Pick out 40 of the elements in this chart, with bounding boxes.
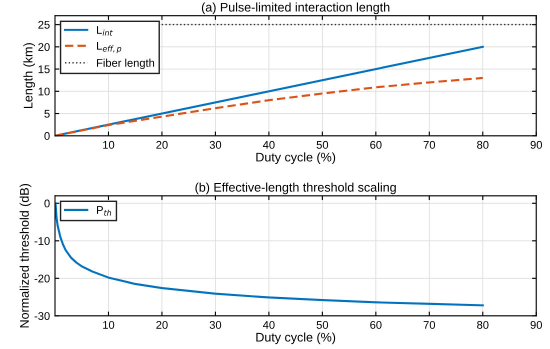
x-tick-label: 60: [370, 140, 382, 149]
x-tick-label: 80: [477, 321, 489, 329]
x-tick-label: 50: [316, 321, 328, 329]
y-tick-label: 0: [44, 132, 50, 140]
x-tick-label: 20: [156, 321, 168, 329]
legend-label: P$_{th}$: [97, 206, 112, 216]
x-axis-title: Duty cycle (%): [256, 332, 336, 344]
x-tick-label: 60: [370, 321, 382, 329]
line-series: [55, 202, 484, 306]
y-tick-label: 0: [44, 200, 50, 208]
legend-label: L$_{int}$: [97, 26, 113, 36]
y-tick-label: -20: [34, 274, 50, 282]
x-tick-label: 90: [530, 321, 542, 329]
legend-label: L$_{eff,p}$: [97, 42, 122, 54]
x-tick-label: 40: [262, 140, 275, 149]
x-tick-label: 10: [103, 140, 114, 149]
chart-title: (a) Pulse-limited interaction length: [202, 2, 390, 14]
y-tick-label: 5: [44, 110, 50, 118]
x-tick-label: 30: [210, 321, 222, 329]
x-tick-label: 10: [103, 321, 114, 329]
x-tick-label: 30: [210, 140, 222, 149]
y-tick-label: 20: [38, 43, 50, 51]
x-tick-label: 80: [477, 140, 489, 149]
y-tick-label: 10: [38, 88, 50, 96]
y-tick-label: -30: [34, 312, 50, 320]
legend-label: Fiber length: [97, 58, 154, 70]
x-tick-label: 70: [424, 140, 436, 149]
x-tick-label: 90: [530, 140, 542, 149]
y-tick-label: -10: [34, 237, 50, 245]
x-tick-label: 50: [316, 140, 328, 149]
x-tick-label: 40: [262, 321, 275, 329]
y-tick-label: 25: [38, 20, 50, 29]
chart-title: (b) Effective-length threshold scaling: [195, 182, 396, 194]
x-axis-title: Duty cycle (%): [256, 152, 336, 164]
line-series: [55, 76, 484, 136]
y-tick-label: 15: [38, 65, 50, 74]
x-tick-label: 70: [424, 321, 436, 329]
y-axis-title: Normalized threshold (dB): [20, 184, 32, 328]
y-axis-title: Length (km): [23, 43, 36, 108]
x-tick-label: 20: [156, 140, 168, 149]
